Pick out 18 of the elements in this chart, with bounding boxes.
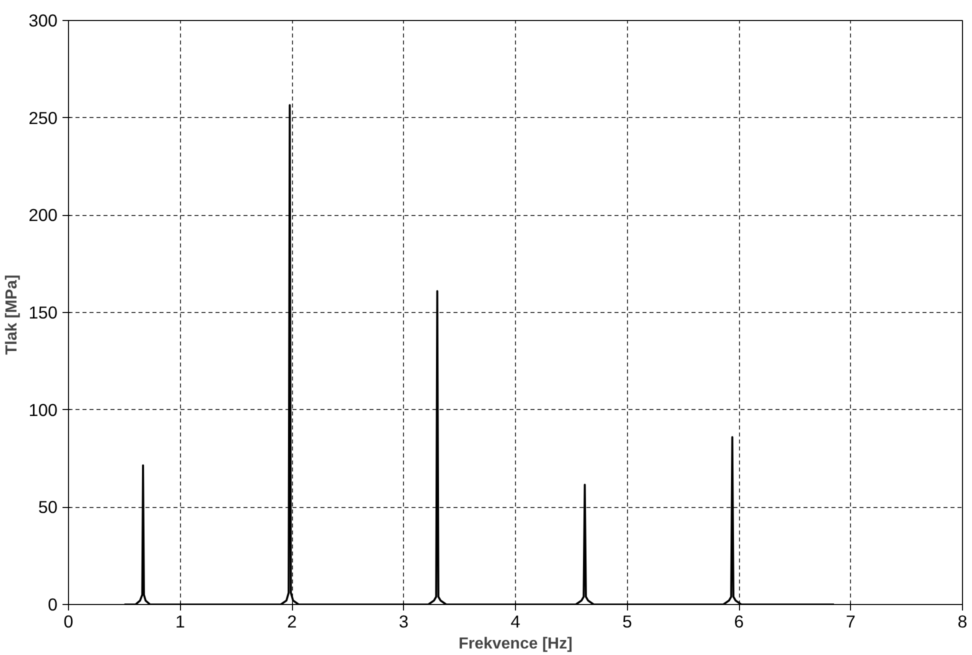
x-tick-label: 5 [622, 612, 632, 632]
y-tick-label: 150 [28, 302, 58, 322]
x-tick-label: 3 [398, 612, 409, 632]
y-tick-label: 250 [28, 108, 58, 128]
y-tick-label: 200 [28, 205, 58, 226]
x-tick-label: 1 [175, 612, 186, 632]
y-tick-label: 100 [28, 400, 58, 420]
x-tick-label: 2 [287, 612, 297, 632]
x-tick-label: 6 [734, 612, 744, 632]
y-tick-label: 50 [38, 497, 58, 518]
x-tick-label: 0 [64, 612, 74, 632]
x-axis-title: Frekvence [Hz] [458, 636, 572, 652]
y-axis-title: Tlak [MPa] [4, 274, 21, 355]
x-tick-label: 4 [510, 612, 521, 632]
y-tick-label: 0 [48, 594, 58, 614]
x-tick-label: 8 [958, 612, 968, 632]
y-tick-label: 300 [28, 10, 58, 30]
x-tick-label: 7 [846, 612, 856, 632]
